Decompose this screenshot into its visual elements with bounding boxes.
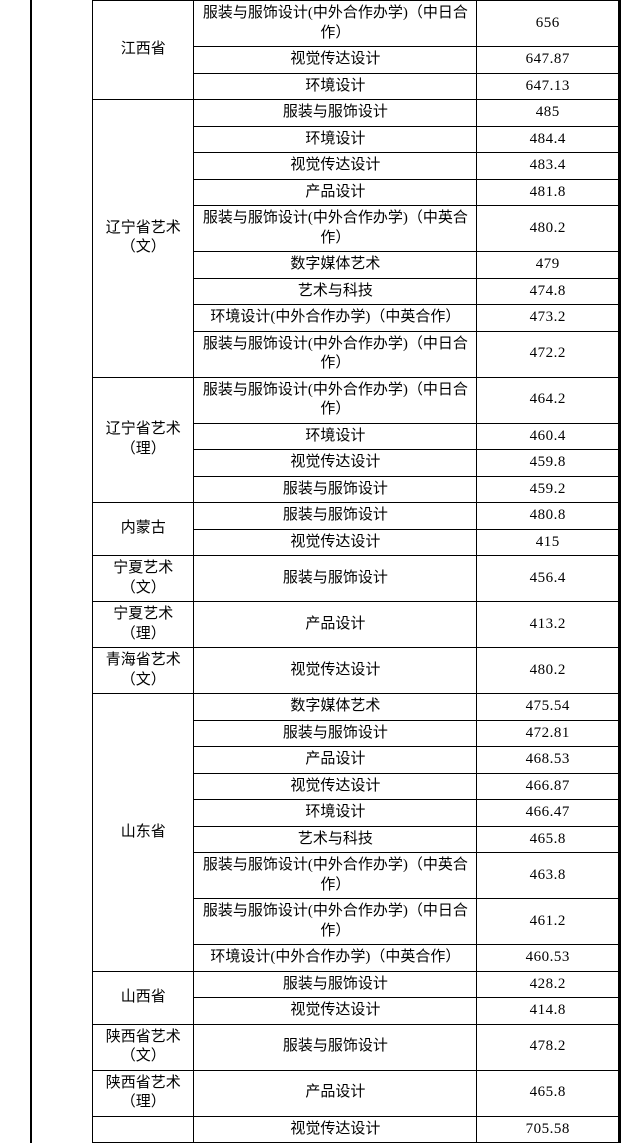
- score-cell: 465.8: [477, 1070, 619, 1116]
- province-cell: 山东省: [93, 694, 194, 972]
- province-cell: [93, 1116, 194, 1143]
- score-cell: 480.2: [477, 648, 619, 694]
- province-cell: 青海省艺术（文）: [93, 648, 194, 694]
- score-cell: 464.2: [477, 377, 619, 423]
- score-cell: 647.87: [477, 47, 619, 74]
- major-cell: 视觉传达设计: [194, 529, 477, 556]
- major-cell: 产品设计: [194, 179, 477, 206]
- major-cell: 环境设计: [194, 126, 477, 153]
- major-cell: 服装与服饰设计(中外合作办学)（中日合作）: [194, 377, 477, 423]
- major-cell: 服装与服饰设计(中外合作办学)（中英合作）: [194, 853, 477, 899]
- province-cell: 宁夏艺术（文）: [93, 556, 194, 602]
- table-row: 陕西省艺术（文）服装与服饰设计478.2: [32, 1024, 619, 1070]
- table-row: 视觉传达设计705.58: [32, 1116, 619, 1143]
- major-cell: 服装与服饰设计(中外合作办学)（中日合作）: [194, 899, 477, 945]
- table-row: 宁夏艺术（文）服装与服饰设计456.4: [32, 556, 619, 602]
- major-cell: 服装与服饰设计: [194, 1024, 477, 1070]
- score-cell: 460.53: [477, 945, 619, 972]
- admission-score-table: 江西省服装与服饰设计(中外合作办学)（中日合作）656视觉传达设计647.87环…: [32, 0, 619, 1143]
- table-row: 辽宁省艺术（理）服装与服饰设计(中外合作办学)（中日合作）464.2: [32, 377, 619, 423]
- province-cell: 山西省: [93, 971, 194, 1024]
- major-cell: 环境设计: [194, 73, 477, 100]
- score-cell: 485: [477, 100, 619, 127]
- table-row: 山东省数字媒体艺术475.54: [32, 694, 619, 721]
- score-cell: 465.8: [477, 826, 619, 853]
- major-cell: 数字媒体艺术: [194, 694, 477, 721]
- major-cell: 视觉传达设计: [194, 648, 477, 694]
- score-cell: 484.4: [477, 126, 619, 153]
- table-row: 山西省服装与服饰设计428.2: [32, 971, 619, 998]
- table-row: 辽宁省艺术（文）服装与服饰设计485: [32, 100, 619, 127]
- score-cell: 472.2: [477, 331, 619, 377]
- province-cell: 辽宁省艺术（文）: [93, 100, 194, 378]
- table-row: 宁夏艺术（理）产品设计413.2: [32, 602, 619, 648]
- table-row: 内蒙古服装与服饰设计480.8: [32, 503, 619, 530]
- table-row: 青海省艺术（文）视觉传达设计480.2: [32, 648, 619, 694]
- score-cell: 478.2: [477, 1024, 619, 1070]
- major-cell: 服装与服饰设计: [194, 476, 477, 503]
- major-cell: 服装与服饰设计(中外合作办学)（中日合作）: [194, 331, 477, 377]
- score-cell: 475.54: [477, 694, 619, 721]
- major-cell: 视觉传达设计: [194, 153, 477, 180]
- table-body: 江西省服装与服饰设计(中外合作办学)（中日合作）656视觉传达设计647.87环…: [32, 1, 619, 1143]
- province-cell: 陕西省艺术（文）: [93, 1024, 194, 1070]
- major-cell: 服装与服饰设计: [194, 556, 477, 602]
- major-cell: 服装与服饰设计: [194, 503, 477, 530]
- major-cell: 产品设计: [194, 747, 477, 774]
- major-cell: 服装与服饰设计(中外合作办学)（中日合作）: [194, 1, 477, 47]
- score-cell: 459.2: [477, 476, 619, 503]
- major-cell: 服装与服饰设计(中外合作办学)（中英合作）: [194, 206, 477, 252]
- score-cell: 480.2: [477, 206, 619, 252]
- major-cell: 服装与服饰设计: [194, 720, 477, 747]
- score-cell: 468.53: [477, 747, 619, 774]
- major-cell: 视觉传达设计: [194, 450, 477, 477]
- major-cell: 视觉传达设计: [194, 773, 477, 800]
- major-cell: 服装与服饰设计: [194, 100, 477, 127]
- score-cell: 473.2: [477, 305, 619, 332]
- major-cell: 环境设计: [194, 423, 477, 450]
- score-cell: 463.8: [477, 853, 619, 899]
- score-cell: 481.8: [477, 179, 619, 206]
- province-cell: 宁夏艺术（理）: [93, 602, 194, 648]
- score-table-container: 江西省服装与服饰设计(中外合作办学)（中日合作）656视觉传达设计647.87环…: [30, 0, 621, 1143]
- province-cell: 辽宁省艺术（理）: [93, 377, 194, 503]
- score-cell: 466.87: [477, 773, 619, 800]
- major-cell: 视觉传达设计: [194, 1116, 477, 1143]
- score-cell: 472.81: [477, 720, 619, 747]
- score-cell: 460.4: [477, 423, 619, 450]
- score-cell: 483.4: [477, 153, 619, 180]
- major-cell: 环境设计(中外合作办学)（中英合作）: [194, 945, 477, 972]
- score-cell: 413.2: [477, 602, 619, 648]
- province-cell: 内蒙古: [93, 503, 194, 556]
- major-cell: 服装与服饰设计: [194, 971, 477, 998]
- score-cell: 456.4: [477, 556, 619, 602]
- score-cell: 459.8: [477, 450, 619, 477]
- province-cell: 江西省: [93, 1, 194, 100]
- major-cell: 艺术与科技: [194, 278, 477, 305]
- score-cell: 474.8: [477, 278, 619, 305]
- score-cell: 479: [477, 252, 619, 279]
- table-row: 陕西省艺术（理）产品设计465.8: [32, 1070, 619, 1116]
- empty-leading-col: [32, 1, 93, 1143]
- major-cell: 视觉传达设计: [194, 47, 477, 74]
- score-cell: 414.8: [477, 998, 619, 1025]
- major-cell: 环境设计(中外合作办学)（中英合作）: [194, 305, 477, 332]
- major-cell: 艺术与科技: [194, 826, 477, 853]
- major-cell: 环境设计: [194, 800, 477, 827]
- score-cell: 656: [477, 1, 619, 47]
- table-row: 江西省服装与服饰设计(中外合作办学)（中日合作）656: [32, 1, 619, 47]
- major-cell: 数字媒体艺术: [194, 252, 477, 279]
- major-cell: 产品设计: [194, 1070, 477, 1116]
- score-cell: 466.47: [477, 800, 619, 827]
- score-cell: 415: [477, 529, 619, 556]
- score-cell: 461.2: [477, 899, 619, 945]
- province-cell: 陕西省艺术（理）: [93, 1070, 194, 1116]
- score-cell: 705.58: [477, 1116, 619, 1143]
- score-cell: 647.13: [477, 73, 619, 100]
- score-cell: 428.2: [477, 971, 619, 998]
- major-cell: 产品设计: [194, 602, 477, 648]
- major-cell: 视觉传达设计: [194, 998, 477, 1025]
- score-cell: 480.8: [477, 503, 619, 530]
